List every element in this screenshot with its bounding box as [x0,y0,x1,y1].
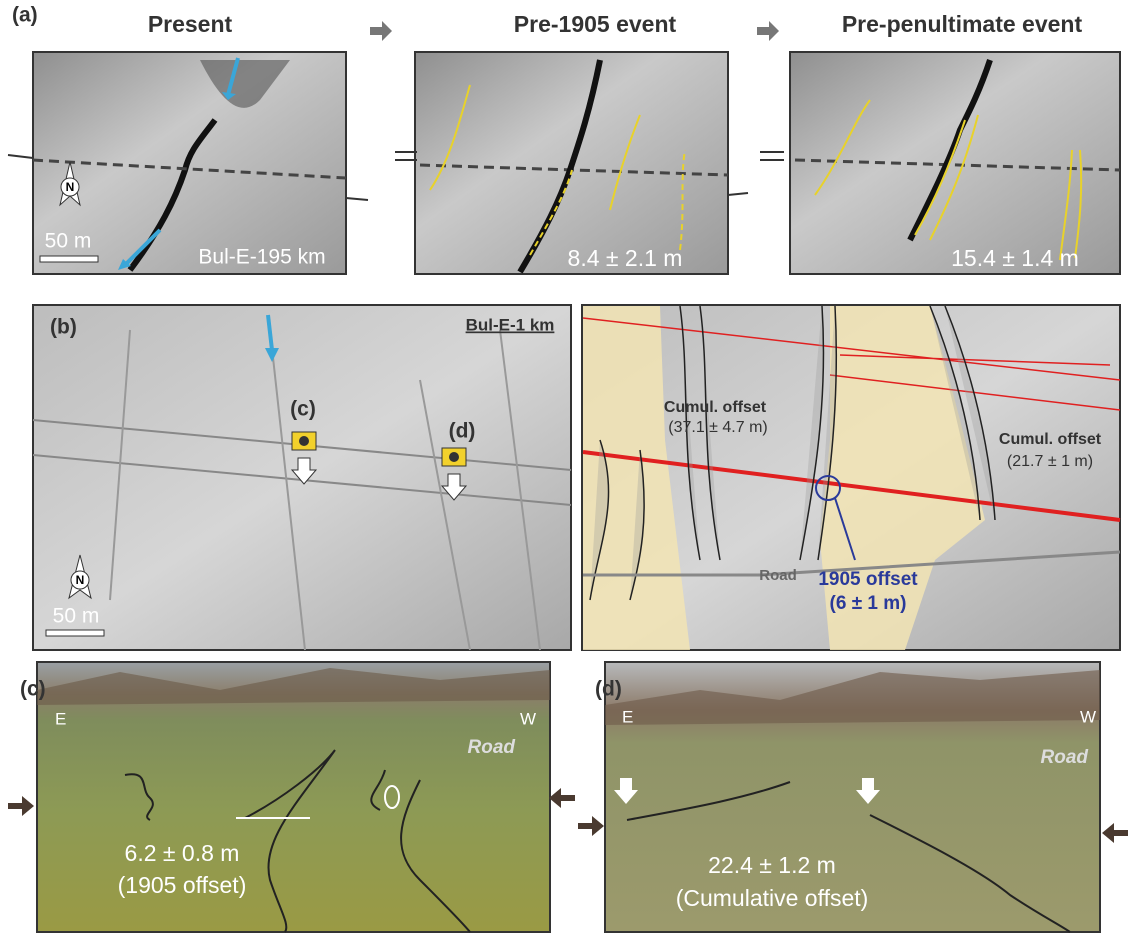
annotation: (21.7 ± 1 m) [1007,453,1093,470]
panel-label: (b) [50,316,77,339]
road-label: Road [468,737,516,758]
fault-extension [728,193,748,195]
direction-label: E [55,709,66,728]
camera-lens [299,436,309,446]
annotation: 1905 offset [818,569,918,590]
image-frame: N 50 m Bul-E-195 km [8,52,368,274]
offset-caption: 8.4 ± 2.1 m [568,245,683,271]
panel-label: (c) [20,678,46,701]
offset-caption: 15.4 ± 1.4 m [951,245,1079,271]
figure: (a) Present Pre-1905 event Pre-penultima… [0,0,1135,936]
offset-caption: (1905 offset) [118,872,247,898]
page: { "panel_a": { "label": "(a)", "frames":… [0,0,1135,936]
photo-label: (c) [290,398,316,421]
panel-label: (a) [12,4,38,27]
fault-pointer [8,796,34,816]
step-arrow [370,21,392,41]
slip-sense [760,152,784,160]
scale-label: 50 m [53,605,100,628]
scale-bar [46,630,104,636]
step-arrow [757,21,779,41]
photo-label: (d) [449,420,476,443]
photo-c: (c) E W Road 6.2 ± 0.8 m (1905 offset) [8,662,575,932]
scale-bar [40,256,98,262]
frame-title: Pre-penultimate event [842,11,1083,37]
interpretation-map: Cumul. offset (37.1 ± 4.7 m) Cumul. offs… [582,305,1120,650]
fault-pointer [578,816,604,836]
fault-pointer [549,788,575,808]
direction-label: W [1080,707,1096,726]
annotation: (6 ± 1 m) [830,593,907,614]
direction-label: W [520,709,536,728]
frame-title: Present [148,11,233,37]
scale-label: 50 m [45,230,92,253]
annotation: (37.1 ± 4.7 m) [668,419,767,436]
photo-d: (d) E W Road 22.4 ± 1.2 m (Cumulative of… [578,662,1128,932]
offset-caption: 22.4 ± 1.2 m [708,852,836,878]
slip-sense [395,152,417,160]
site-caption: Bul-E-195 km [198,246,325,269]
offset-caption: (Cumulative offset) [676,885,869,911]
annotation: Cumul. offset [664,399,767,416]
offset-caption: 6.2 ± 0.8 m [125,840,240,866]
north-label: N [66,180,75,194]
direction-label: E [622,707,633,726]
image-frame: 15.4 ± 1.4 m [760,52,1120,274]
hillshade-left: (b) Bul-E-1 km (c) (d) N 50 m [33,305,571,650]
image-frame: 8.4 ± 2.1 m [395,52,748,274]
camera-lens [449,452,459,462]
north-label: N [76,573,85,587]
frame-title: Pre-1905 event [514,11,677,37]
road-label: Road [759,567,797,584]
site-label: Bul-E-1 km [466,315,555,334]
road-label: Road [1041,747,1089,768]
panel-label: (d) [595,678,622,701]
annotation: Cumul. offset [999,431,1102,448]
fault-pointer [1102,823,1128,843]
